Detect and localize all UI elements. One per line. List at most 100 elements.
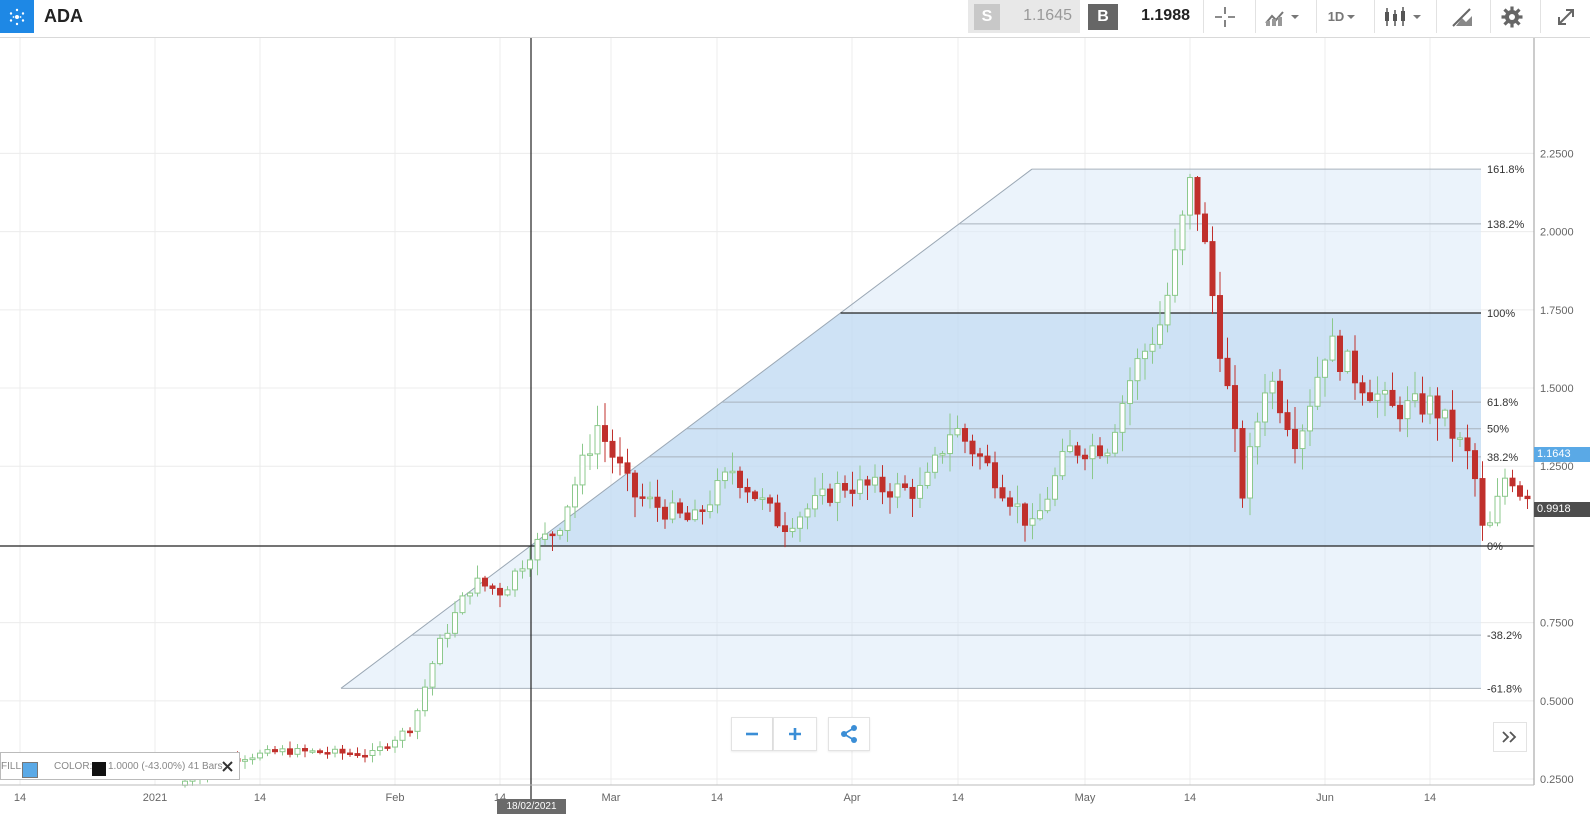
candle-body: [362, 754, 368, 758]
fill-color-swatch[interactable]: [22, 762, 38, 778]
candle-body: [294, 748, 301, 755]
candle-body: [947, 434, 953, 455]
close-icon[interactable]: [221, 760, 234, 773]
candle-body: [1524, 495, 1531, 500]
candle: [1269, 371, 1276, 410]
price-chart[interactable]: 14 2021 14 Feb 14 Mar 14 Apr 14 May 14 Jun 14 2.2500…: [0, 38, 1590, 823]
candle-body: [812, 495, 818, 510]
candle: [504, 586, 511, 597]
x-tick-label: 14: [711, 792, 723, 804]
candle: [1067, 429, 1073, 454]
candle: [842, 475, 848, 498]
chart-type-button[interactable]: [1374, 0, 1431, 33]
line-color-swatch[interactable]: [92, 762, 106, 776]
candle-body: [1037, 510, 1043, 520]
candle-body: [242, 759, 248, 762]
settings-button[interactable]: [1490, 0, 1533, 33]
candle-body: [789, 527, 796, 533]
candle-body: [467, 592, 473, 597]
sell-button[interactable]: S 1.1645: [968, 0, 1080, 33]
candle-body: [272, 749, 278, 753]
candle-body: [347, 752, 353, 756]
candle: [399, 727, 406, 748]
indicators-icon: [1265, 10, 1299, 26]
candle-body: [1224, 357, 1231, 387]
candle-body: [767, 497, 773, 504]
candle: [332, 745, 338, 758]
candle: [452, 601, 458, 638]
candle-body: [662, 506, 668, 520]
share-button[interactable]: [828, 717, 870, 751]
y-tick-label: 1.2500: [1540, 461, 1574, 473]
candle: [1194, 175, 1201, 231]
drawing-tools-button[interactable]: [1436, 0, 1489, 33]
zoom-out-button[interactable]: [731, 717, 773, 751]
candle-body: [714, 480, 721, 506]
instrument-symbol[interactable]: ADA: [44, 6, 83, 26]
buy-button[interactable]: B 1.1988: [1086, 0, 1202, 33]
candle-body: [639, 496, 646, 499]
candle-body: [257, 752, 263, 759]
candle-body: [954, 428, 961, 436]
candle: [594, 405, 601, 470]
timeframe-dropdown[interactable]: 1D: [1316, 0, 1369, 33]
candle: [1464, 424, 1471, 470]
scroll-to-latest-button[interactable]: [1493, 722, 1527, 752]
indicators-button[interactable]: [1255, 0, 1310, 33]
candle-body: [317, 750, 323, 754]
candle-body: [1022, 503, 1028, 526]
plus-icon: [789, 728, 801, 740]
candle-body: [1007, 497, 1013, 507]
fullscreen-button[interactable]: [1540, 0, 1590, 33]
candle-body: [249, 757, 256, 761]
candle-body: [1374, 393, 1381, 401]
candle: [617, 437, 623, 476]
candle-body: [842, 483, 848, 491]
candle-body: [977, 453, 983, 457]
candle-body: [1344, 350, 1351, 372]
candle: [257, 749, 263, 761]
crosshair-button[interactable]: [1203, 0, 1246, 33]
buy-price: 1.1988: [1141, 7, 1190, 24]
candle: [369, 743, 376, 763]
candle-body: [572, 484, 578, 508]
candle-body: [909, 486, 916, 499]
candle: [1509, 469, 1516, 493]
candle-body: [699, 509, 706, 512]
candle: [1202, 202, 1208, 245]
y-tick-label: 1.5000: [1540, 383, 1574, 395]
timeframe-value: 1D: [1327, 9, 1345, 24]
candle-body: [1329, 335, 1336, 361]
candle: [512, 568, 518, 597]
zoom-in-button[interactable]: [773, 717, 817, 751]
candle: [812, 477, 818, 518]
candle: [774, 494, 781, 528]
candle-body: [354, 753, 361, 756]
candle: [459, 592, 466, 615]
candle-body: [1014, 503, 1021, 507]
candle-body: [707, 504, 713, 512]
candle-body: [482, 577, 488, 587]
candle-body: [587, 453, 593, 456]
candle-body: [1217, 295, 1223, 359]
candle-body: [1382, 389, 1388, 395]
candle-body: [729, 470, 736, 474]
candle-body: [984, 455, 991, 464]
candle-body: [834, 483, 841, 503]
candle: [677, 498, 683, 519]
candle-body: [1074, 445, 1081, 456]
candle: [1299, 424, 1306, 470]
candle: [767, 494, 773, 512]
candle: [1284, 399, 1291, 437]
drawing-tools-icon: [1452, 7, 1472, 27]
candle-body: [407, 730, 413, 734]
candle-body: [444, 632, 451, 639]
candle: [1247, 432, 1253, 516]
candle-body: [1284, 412, 1291, 430]
candle: [602, 403, 608, 463]
candle: [384, 743, 391, 751]
candle: [834, 471, 841, 522]
candle-body: [332, 748, 338, 754]
candle-body: [1502, 477, 1508, 497]
candle-body: [1487, 522, 1493, 526]
